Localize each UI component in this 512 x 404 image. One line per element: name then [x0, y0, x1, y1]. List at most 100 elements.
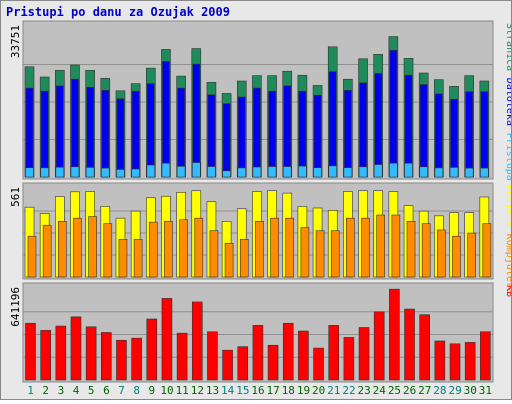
y-max-label: 641196	[9, 287, 22, 327]
bar-kompjutera-day-21	[330, 230, 340, 278]
bar-datoteka-day-10	[162, 61, 170, 178]
bar-datoteka-day-11	[177, 87, 185, 178]
bar-kb-day-29	[449, 343, 461, 381]
panel-middle: 561 Posjeta Kompjutera	[9, 182, 512, 294]
bar-datoteka-day-24	[374, 73, 383, 178]
x-tick-label: 29	[448, 384, 461, 397]
bar-datoteka-day-1	[25, 87, 34, 178]
bar-datoteka-day-12	[192, 63, 201, 178]
bar-kompjutera-day-13	[209, 230, 219, 278]
chart-title: Pristupi po danu za Ozujak 2009	[6, 5, 230, 19]
bar-kb-day-22	[343, 337, 355, 381]
bar-kb-day-30	[464, 342, 476, 381]
bar-kompjutera-day-24	[376, 214, 386, 278]
bar-kb-day-25	[389, 288, 400, 381]
bar-datoteka-day-4	[71, 78, 79, 178]
bar-pristupa-day-30	[464, 167, 474, 178]
bar-kompjutera-day-20	[315, 230, 325, 278]
bar-kb-day-14	[222, 349, 233, 381]
bar-pristupa-day-24	[373, 164, 383, 178]
bar-kb-day-28	[434, 340, 446, 381]
bar-pristupa-day-8	[131, 168, 140, 178]
bar-kb-day-27	[419, 314, 430, 381]
bar-kompjutera-day-6	[103, 223, 113, 278]
bar-kb-day-12	[191, 301, 203, 381]
bar-datoteka-day-28	[435, 93, 443, 178]
x-tick-label: 4	[73, 384, 80, 397]
bar-datoteka-day-6	[101, 90, 110, 178]
bar-kompjutera-day-28	[437, 229, 446, 278]
x-tick-label: 22	[342, 384, 355, 397]
bar-pristupa-day-22	[343, 167, 353, 178]
bar-pristupa-day-6	[101, 167, 110, 178]
bar-datoteka-day-18	[283, 85, 292, 178]
bar-kompjutera-day-8	[133, 239, 143, 278]
x-tick-label: 28	[433, 384, 446, 397]
bar-pristupa-day-5	[85, 167, 95, 178]
bar-kb-day-4	[70, 316, 82, 381]
bar-pristupa-day-21	[328, 165, 338, 178]
x-tick-label: 23	[358, 384, 371, 397]
bar-datoteka-day-27	[419, 84, 428, 178]
x-tick-label: 21	[327, 384, 340, 397]
bar-kompjutera-day-16	[255, 221, 264, 278]
bar-pristupa-day-23	[358, 166, 368, 178]
bar-datoteka-day-29	[450, 98, 458, 178]
bar-datoteka-day-16	[253, 87, 261, 178]
bar-kb-day-2	[40, 330, 51, 381]
bar-kompjutera-day-31	[482, 223, 492, 278]
bar-pristupa-day-3	[55, 166, 65, 178]
bar-kompjutera-day-2	[42, 224, 52, 278]
bar-kb-day-8	[131, 337, 142, 381]
bar-kompjutera-day-4	[73, 217, 82, 278]
bar-datoteka-day-22	[344, 90, 352, 178]
bar-kb-day-13	[207, 331, 218, 381]
bar-kb-day-5	[85, 326, 97, 381]
x-tick-label: 17	[267, 384, 280, 397]
bar-pristupa-day-13	[207, 166, 216, 178]
bar-pristupa-day-2	[40, 167, 49, 178]
bar-pristupa-day-11	[176, 166, 186, 178]
bar-kompjutera-day-29	[452, 235, 461, 278]
legend-pristupa: Pristupa	[504, 133, 511, 181]
bar-pristupa-day-15	[237, 167, 247, 178]
bar-kb-day-15	[237, 346, 249, 381]
x-tick-label: 15	[236, 384, 249, 397]
bar-kompjutera-day-15	[239, 239, 249, 278]
x-tick-label: 2	[42, 384, 49, 397]
bar-pristupa-day-12	[191, 162, 201, 178]
bar-kompjutera-day-23	[361, 217, 370, 278]
bar-pristupa-day-29	[449, 167, 459, 178]
bar-pristupa-day-19	[298, 165, 307, 178]
y-max-label: 33751	[9, 25, 22, 58]
bar-datoteka-day-13	[207, 94, 216, 178]
legend-kompjutera: Kompjutera	[504, 234, 511, 294]
bar-kompjutera-day-26	[406, 221, 416, 278]
x-tick-label: 20	[312, 384, 325, 397]
x-tick-label: 30	[464, 384, 477, 397]
bar-kompjutera-day-9	[148, 221, 158, 278]
bar-kompjutera-day-1	[27, 235, 37, 278]
x-tick-label: 19	[297, 384, 310, 397]
bar-pristupa-day-16	[252, 166, 262, 178]
x-tick-label: 10	[160, 384, 173, 397]
bar-datoteka-day-2	[40, 90, 49, 178]
bar-kb-day-10	[161, 298, 173, 381]
x-tick-label: 11	[176, 384, 189, 397]
bar-kb-day-26	[404, 308, 415, 381]
bar-datoteka-day-20	[313, 94, 322, 178]
bar-kompjutera-day-3	[58, 221, 67, 278]
bar-kb-day-21	[328, 325, 340, 381]
legend-datoteka: Datoteka	[504, 78, 511, 126]
bar-kompjutera-day-7	[118, 239, 128, 278]
bar-kompjutera-day-10	[164, 221, 173, 278]
bar-kb-day-9	[146, 318, 158, 381]
bar-pristupa-day-10	[161, 162, 171, 178]
bar-kb-day-31	[480, 331, 491, 381]
legend-stranica: Stranica	[504, 23, 511, 71]
bar-kb-day-3	[55, 325, 67, 381]
legend-kb: KB	[504, 285, 511, 297]
bar-pristupa-day-1	[25, 167, 34, 178]
bar-kb-day-16	[252, 325, 264, 381]
